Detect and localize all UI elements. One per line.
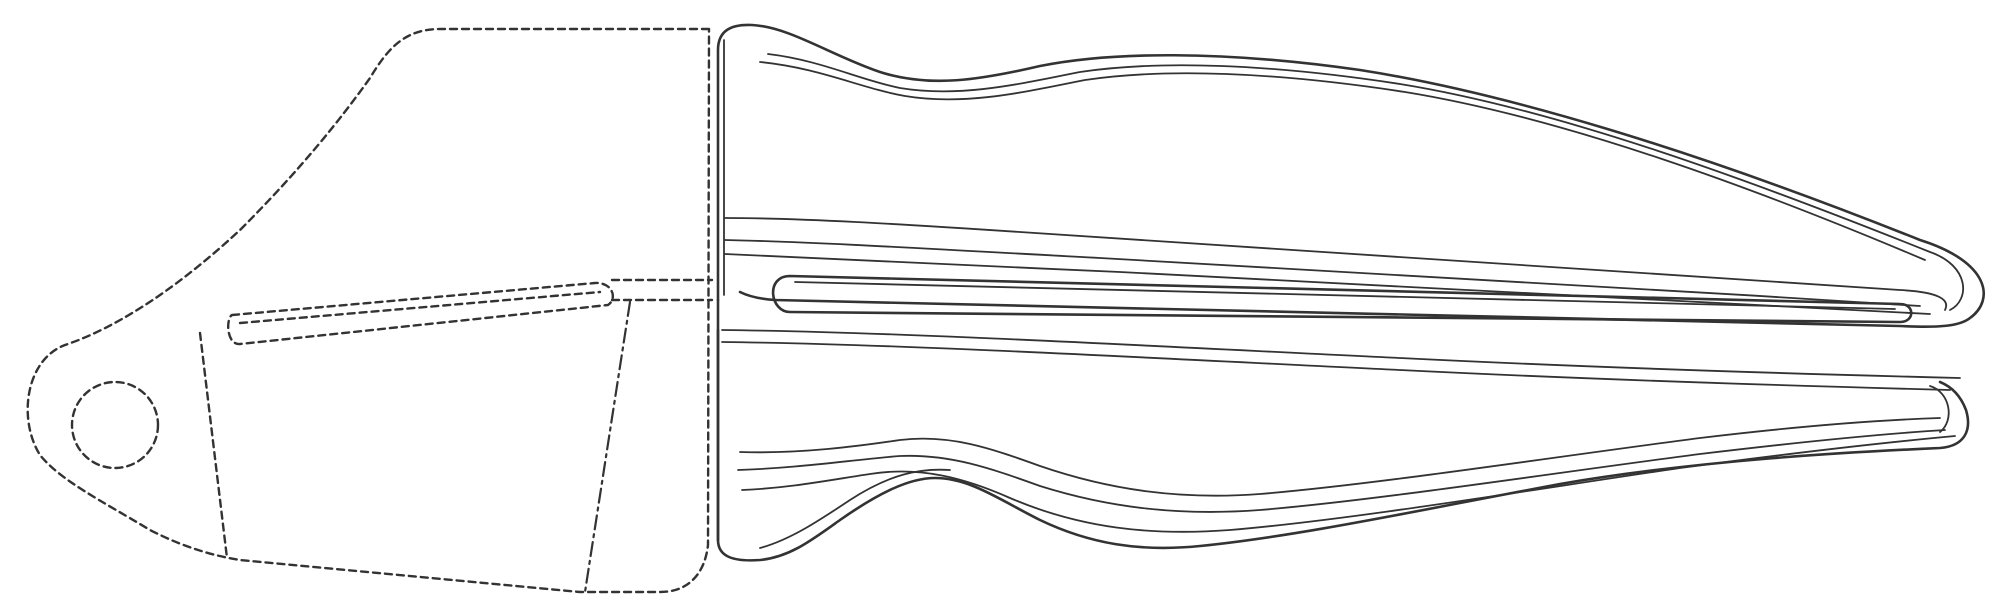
- hinge-axis-line: [585, 302, 630, 592]
- lower-handle-inner-contour-3: [742, 436, 1955, 532]
- jaw-slot-inner: [240, 292, 600, 323]
- pivot-hole: [72, 382, 158, 468]
- head-segment-line: [200, 333, 227, 558]
- handle-group: [718, 25, 1984, 560]
- lower-spine-top: [722, 330, 1960, 378]
- lower-spine-top-2: [722, 342, 1950, 390]
- head-outline-group: [28, 29, 712, 592]
- lower-handle-tip: [1930, 386, 1949, 432]
- jaw-slot: [228, 283, 613, 344]
- head-outline: [28, 29, 709, 592]
- upper-handle-inner-contour: [768, 54, 1963, 310]
- upper-handle-outline: [718, 25, 1984, 327]
- upper-handle-groove-2: [725, 240, 1920, 306]
